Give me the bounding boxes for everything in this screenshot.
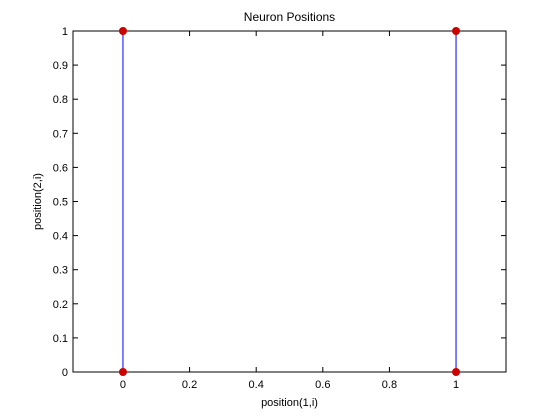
x-tick-label: 0.6 <box>315 379 330 391</box>
y-tick-label: 0.5 <box>53 197 68 209</box>
x-tick-label: 0.4 <box>249 379 264 391</box>
neuron-point <box>452 368 461 376</box>
y-tick-label: 0.3 <box>53 265 68 277</box>
x-axis-label: position(1,i) <box>261 397 318 409</box>
neuron-point <box>118 27 127 35</box>
x-tick-label: 0.8 <box>382 379 397 391</box>
x-tick-label: 0 <box>120 379 126 391</box>
x-tick-label: 1 <box>453 379 459 391</box>
connection-lines <box>122 31 457 372</box>
y-tick-label: 0.7 <box>53 128 68 140</box>
x-tick-label: 0.2 <box>182 379 197 391</box>
y-tick-label: 0.6 <box>53 162 68 174</box>
chart-title: Neuron Positions <box>244 10 335 24</box>
neuron-point <box>118 368 127 376</box>
y-tick-label: 0 <box>62 367 68 379</box>
neuron-points <box>118 27 461 376</box>
y-tick-label: 0.1 <box>53 333 68 345</box>
y-axis-label: position(2,i) <box>32 173 44 230</box>
x-axis-ticks: 0 0.2 0.4 0.6 0.8 1 <box>120 31 459 391</box>
y-tick-label: 0.2 <box>53 299 68 311</box>
neuron-point <box>452 27 461 35</box>
y-tick-label: 0.8 <box>53 94 68 106</box>
y-tick-label: 0.9 <box>53 60 68 72</box>
plot-area <box>72 30 507 373</box>
y-tick-label: 0.4 <box>53 231 68 243</box>
y-tick-label: 1 <box>62 26 68 38</box>
y-axis-ticks: 0 0.1 0.2 0.3 0.4 0.5 0.6 0.7 0.8 0.9 1 <box>53 26 506 379</box>
